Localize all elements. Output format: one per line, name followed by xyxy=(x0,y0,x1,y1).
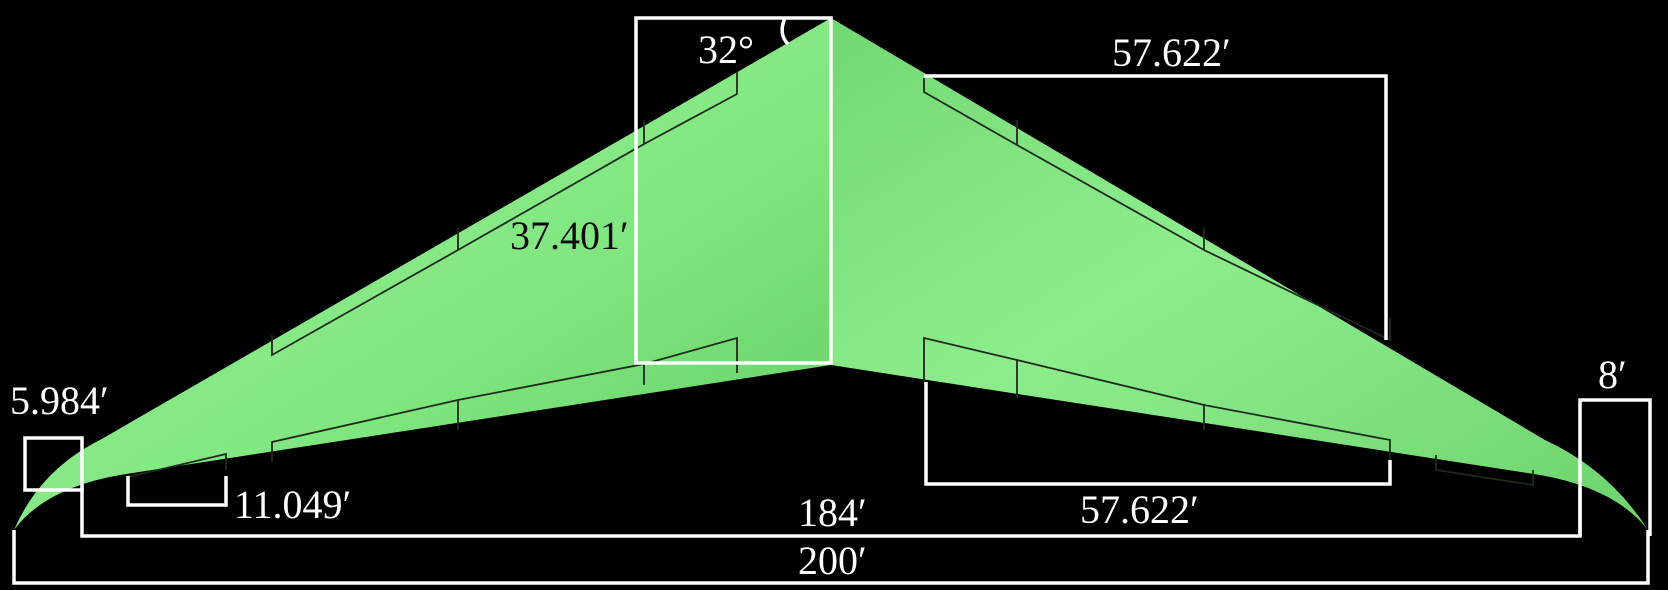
left-leading-edge-panels xyxy=(271,72,738,357)
aileron-span-label: 11.049′ xyxy=(234,482,351,527)
right-trailing-edge-panels xyxy=(923,336,1534,487)
winglet-width-label: 8′ xyxy=(1598,352,1627,397)
right-wing xyxy=(831,18,1648,530)
tip-chord-label: 5.984′ xyxy=(10,378,109,423)
winglet-box xyxy=(1578,398,1652,536)
tip-chord-box xyxy=(23,436,84,492)
aileron-span-bracket xyxy=(126,476,228,507)
sweep-angle-arc xyxy=(780,17,790,46)
inner-span-label: 184′ xyxy=(798,490,867,535)
trailing-edge-span-label: 57.622′ xyxy=(1080,487,1199,532)
inner-span-dimension xyxy=(80,488,1582,538)
right-leading-edge-panels xyxy=(923,78,1391,342)
sweep-angle-label: 32° xyxy=(698,27,754,72)
root-chord-label: 37.401′ xyxy=(510,213,629,258)
root-chord-box xyxy=(634,16,833,365)
trailing-edge-span-bracket xyxy=(924,382,1392,486)
total-span-dimension xyxy=(12,530,1650,585)
leading-edge-span-label: 57.622′ xyxy=(1112,30,1231,75)
total-span-label: 200′ xyxy=(798,538,867,583)
left-wing xyxy=(14,18,831,530)
left-trailing-edge-panels xyxy=(127,336,738,479)
leading-edge-span-bracket xyxy=(924,74,1388,340)
